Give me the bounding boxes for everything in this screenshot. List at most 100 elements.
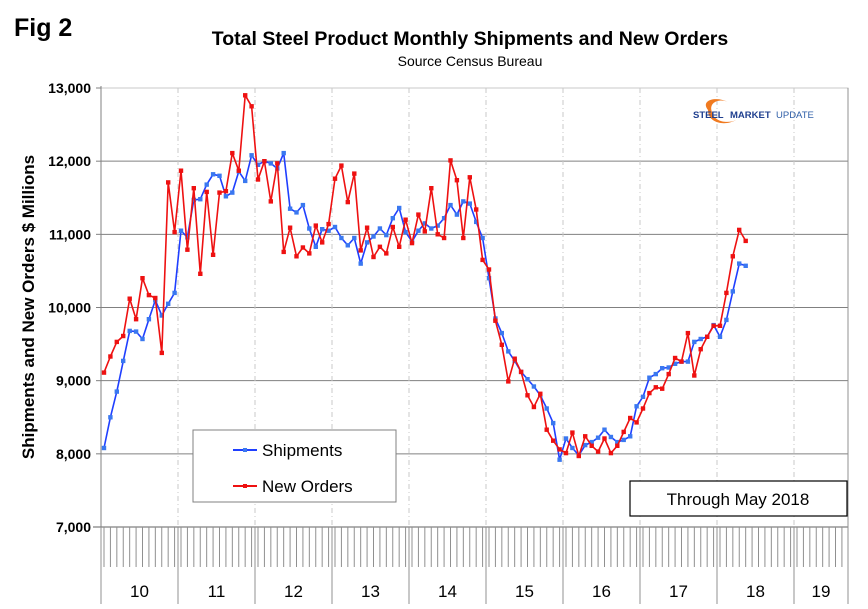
new-orders-point (339, 163, 344, 168)
shipments-point (146, 317, 152, 322)
y-axis-label: Shipments and New Orders $ Millions (19, 155, 38, 459)
shipments-point (448, 202, 453, 208)
new-orders-point (191, 186, 196, 191)
logo-swoosh-icon (705, 99, 736, 124)
new-orders-point (146, 292, 152, 298)
new-orders-point (666, 371, 671, 377)
new-orders-point (640, 406, 646, 411)
shipments-point (352, 235, 357, 241)
shipments-point (114, 389, 119, 394)
new-orders-point (127, 296, 132, 301)
new-orders-point (172, 229, 177, 235)
shipments-point (185, 235, 190, 240)
shipments-point (589, 439, 594, 445)
new-orders-point (262, 159, 267, 164)
new-orders-point (108, 354, 113, 359)
new-orders-point (557, 447, 562, 452)
x-year-label: 17 (669, 582, 688, 601)
x-year-label: 16 (592, 582, 611, 601)
shipments-point (172, 290, 177, 296)
shipments-point (198, 197, 203, 202)
new-orders-point (589, 443, 594, 448)
new-orders-point (583, 434, 588, 439)
axes: 7,000 8,000 9,000 10,000 11,000 12,000 13,000 1… (48, 80, 849, 604)
shipments-point (133, 329, 139, 334)
new-orders-point (281, 249, 286, 255)
shipments-point (480, 235, 485, 241)
new-orders-point (743, 238, 748, 244)
new-orders-point (730, 254, 735, 259)
new-orders-point (467, 175, 472, 180)
new-orders-point (332, 176, 338, 181)
shipments-point (371, 234, 376, 239)
new-orders-point (628, 415, 633, 421)
shipments-point (454, 212, 460, 217)
x-year-label: 18 (746, 582, 765, 601)
shipments-point (210, 172, 216, 177)
y-tick-label: 7,000 (56, 519, 91, 535)
x-year-label: 13 (361, 582, 380, 601)
new-orders-point (210, 252, 216, 257)
shipments-point (608, 434, 614, 440)
shipments-point (377, 226, 383, 231)
shipments-point (397, 205, 402, 211)
shipments-point (621, 437, 626, 443)
new-orders-point (435, 232, 440, 237)
shipments-point (307, 226, 312, 231)
new-orders-point (198, 271, 203, 276)
logo-word-market: MARKET (730, 110, 771, 121)
new-orders-point (185, 247, 190, 252)
shipments-point (737, 261, 742, 266)
new-orders-point (416, 212, 421, 217)
shipments-point (660, 366, 665, 371)
shipments-point (653, 371, 658, 377)
new-orders-point (692, 373, 697, 378)
new-orders-point (486, 267, 492, 272)
new-orders-point (384, 251, 389, 256)
shipments-point (166, 301, 171, 306)
shipments-point (602, 427, 607, 432)
shipments-point (634, 404, 639, 409)
new-orders-point (345, 199, 350, 205)
shipments-point (416, 228, 421, 233)
new-orders-point (493, 318, 498, 323)
shipments-point (743, 263, 748, 268)
shipments-point (647, 375, 652, 380)
shipments-point (640, 394, 646, 399)
new-orders-point (602, 436, 607, 441)
shipments-point (666, 365, 671, 370)
new-orders-point (608, 450, 614, 456)
new-orders-point (551, 438, 556, 443)
x-year-label: 19 (812, 582, 831, 601)
new-orders-point (454, 178, 460, 183)
new-orders-point (685, 330, 691, 336)
shipments-point (140, 336, 145, 342)
shipments-point (127, 328, 132, 334)
grid (100, 87, 849, 528)
shipments-point (685, 359, 691, 364)
y-tick-label: 12,000 (48, 153, 91, 169)
shipments-point (499, 330, 504, 336)
new-orders-point (441, 235, 447, 241)
shipments-point (249, 153, 254, 158)
new-orders-point (307, 251, 312, 256)
shipments-point (615, 439, 620, 445)
new-orders-point (140, 276, 145, 281)
logo-word-update: UPDATE (776, 110, 814, 121)
shipments-point (345, 243, 350, 248)
new-orders-point (634, 420, 639, 425)
shipments-point (390, 216, 395, 221)
legend-shipments-marker-icon (243, 448, 247, 452)
new-orders-point (672, 355, 678, 361)
new-orders-point (249, 104, 254, 109)
x-year-label: 15 (515, 582, 534, 601)
new-orders-point (230, 150, 235, 156)
shipments-point (121, 358, 126, 364)
new-orders-point (294, 254, 299, 259)
y-tick-label: 9,000 (56, 373, 91, 389)
new-orders-point (448, 158, 453, 163)
shipments-point (628, 434, 633, 439)
new-orders-point (287, 225, 293, 230)
new-orders-point (429, 186, 434, 191)
shipments-point (339, 235, 344, 241)
